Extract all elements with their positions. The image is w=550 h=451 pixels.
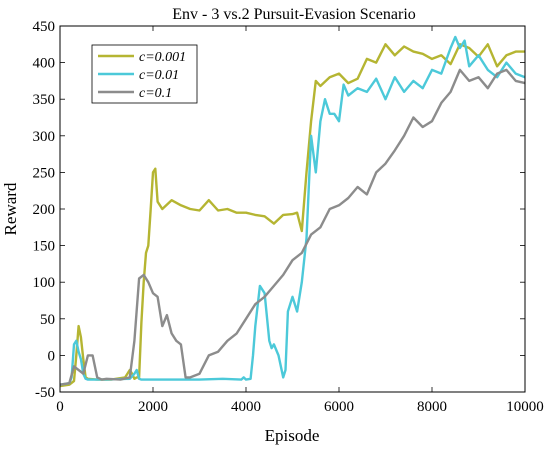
legend-box: [91, 44, 198, 104]
y-axis-title: Reward: [1, 182, 20, 235]
y-tick-label: 100: [33, 275, 56, 291]
x-tick-label: 4000: [231, 399, 261, 415]
legend: c=0.001 c=0.01 c=0.1: [91, 44, 198, 104]
y-tick-label: 200: [33, 202, 56, 218]
x-tick-label: 6000: [324, 399, 354, 415]
x-tick-label: 10000: [506, 399, 544, 415]
y-tick-label: 450: [33, 19, 56, 35]
series-line-3: [59, 68, 526, 386]
x-tick-label: 8000: [417, 399, 447, 415]
chart-title: Env - 3 vs.2 Pursuit-Evasion Scenario: [172, 6, 416, 23]
ticks-layer: 0 2000 4000 6000 8000 10000-50050100150200250…: [33, 19, 544, 415]
series-line-2: [59, 35, 526, 386]
x-tick-label: 0: [56, 399, 64, 415]
y-tick-label: 400: [33, 56, 56, 72]
y-tick-label: 350: [33, 92, 56, 108]
legend-label-1: c=0.001: [139, 50, 186, 65]
y-tick-label: 300: [33, 129, 56, 145]
y-tick-label: -50: [35, 385, 55, 401]
y-tick-label: 50: [40, 312, 55, 328]
series-layer: [59, 35, 526, 388]
x-tick-label: 2000: [138, 399, 168, 415]
x-axis-title: Episode: [265, 426, 320, 445]
y-tick-label: 250: [33, 165, 56, 181]
y-tick-label: 0: [48, 348, 56, 364]
legend-label-2: c=0.01: [139, 68, 179, 83]
series-line-1: [59, 43, 525, 388]
legend-label-3: c=0.1: [139, 86, 172, 101]
y-tick-label: 150: [33, 239, 56, 255]
